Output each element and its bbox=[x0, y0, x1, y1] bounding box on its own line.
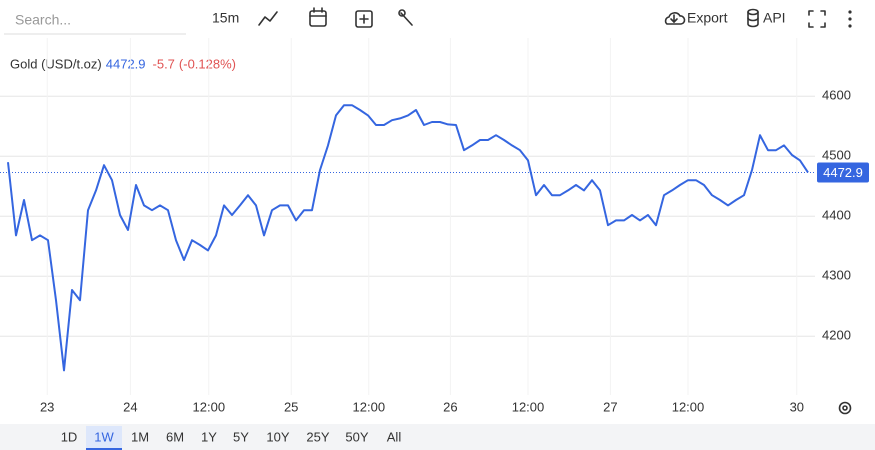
export-button[interactable]: Export bbox=[687, 10, 728, 26]
price-line bbox=[7, 104, 809, 372]
y-tick-label: 4500 bbox=[822, 148, 851, 163]
active-range-bg bbox=[86, 426, 122, 450]
add-indicator-icon[interactable] bbox=[355, 10, 373, 28]
last-price-box bbox=[817, 162, 869, 183]
api-button[interactable]: API bbox=[763, 10, 786, 26]
range-button[interactable]: All bbox=[387, 429, 402, 444]
x-tick-label: 12:00 bbox=[512, 399, 545, 414]
x-tick-label: 12:00 bbox=[672, 399, 705, 414]
x-tick-label: 12:00 bbox=[353, 399, 386, 414]
range-bar bbox=[0, 424, 875, 450]
x-tick-label: 27 bbox=[603, 399, 617, 414]
x-tick-label: 24 bbox=[123, 399, 137, 414]
export-icon[interactable] bbox=[664, 12, 686, 25]
search-box[interactable] bbox=[4, 6, 186, 34]
y-tick-label: 4400 bbox=[822, 208, 851, 223]
range-button[interactable]: 5Y bbox=[233, 429, 249, 444]
y-tick-label: 4600 bbox=[822, 88, 851, 103]
menu-icon[interactable] bbox=[848, 10, 852, 28]
range-button[interactable]: 1Y bbox=[201, 429, 217, 444]
x-tick-label: 25 bbox=[284, 399, 298, 414]
price-change-pct: (-0.128%) bbox=[179, 56, 236, 71]
range-button[interactable]: 1W bbox=[94, 429, 114, 444]
calendar-icon[interactable] bbox=[309, 7, 327, 27]
series-name: Gold (USD/t.oz) bbox=[10, 56, 102, 71]
last-price-label: 4472.9 bbox=[823, 165, 863, 180]
range-button[interactable]: 25Y bbox=[306, 429, 329, 444]
x-tick-label: 12:00 bbox=[193, 399, 226, 414]
search-placeholder: Search... bbox=[15, 12, 71, 28]
api-icon[interactable] bbox=[747, 8, 759, 28]
tools-icon[interactable] bbox=[398, 9, 413, 26]
last-price: 4472.9 bbox=[106, 56, 146, 71]
y-tick-label: 4300 bbox=[822, 268, 851, 283]
x-tick-label: 23 bbox=[40, 399, 54, 414]
fullscreen-icon[interactable] bbox=[808, 10, 826, 28]
range-button[interactable]: 6M bbox=[166, 429, 184, 444]
range-button[interactable]: 1M bbox=[131, 429, 149, 444]
interval-button[interactable]: 15m bbox=[212, 10, 239, 26]
range-button[interactable]: 1D bbox=[61, 429, 78, 444]
chart-type-icon[interactable] bbox=[258, 11, 278, 26]
y-tick-label: 4200 bbox=[822, 328, 851, 343]
x-tick-label: 30 bbox=[790, 399, 804, 414]
range-button[interactable]: 10Y bbox=[266, 429, 289, 444]
range-button[interactable]: 50Y bbox=[345, 429, 368, 444]
x-tick-label: 26 bbox=[443, 399, 457, 414]
settings-icon[interactable] bbox=[838, 401, 852, 415]
price-change: -5.7 bbox=[153, 56, 175, 71]
